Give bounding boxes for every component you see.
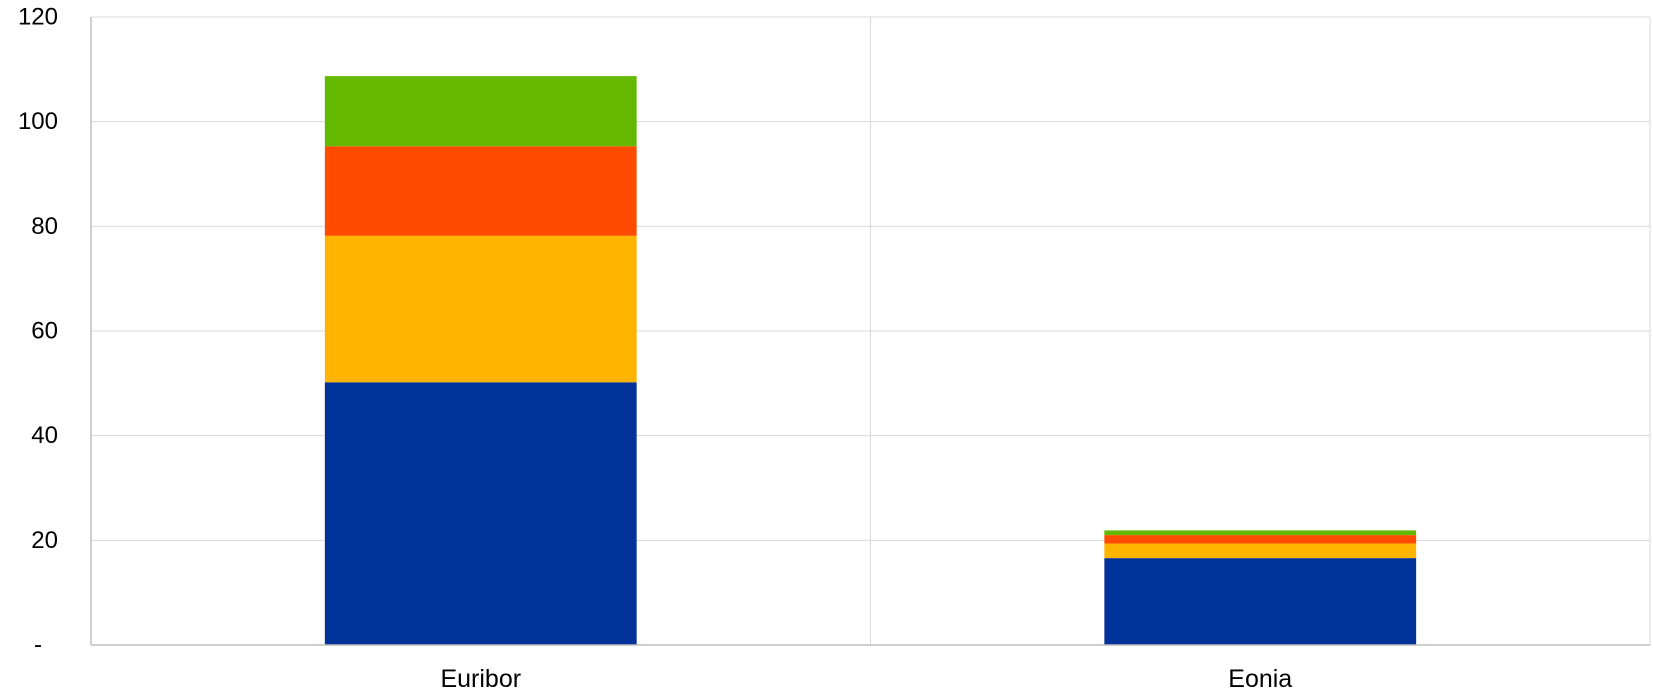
- bar-euribor-segment-2: [324, 235, 637, 383]
- bar-euribor-segment-3: [324, 146, 637, 236]
- y-tick-label-4: 80: [31, 213, 58, 240]
- y-tick-label-1: 20: [31, 527, 58, 554]
- x-tick-label-eonia: Eonia: [1228, 665, 1292, 693]
- bar-eonia-segment-4: [1104, 530, 1417, 536]
- x-tick-label-euribor: Euribor: [440, 665, 521, 693]
- bar-eonia-segment-3: [1104, 535, 1417, 544]
- axes: [90, 17, 1650, 646]
- bar-eonia-segment-2: [1104, 543, 1417, 559]
- x-axis-ticks: Euribor Eonia: [440, 665, 1292, 693]
- bar-euribor-segment-4: [324, 76, 637, 147]
- y-tick-label-6: 120: [18, 4, 58, 31]
- bar-eonia-segment-1: [1104, 558, 1417, 645]
- bar-euribor-segment-1: [324, 382, 637, 645]
- y-tick-label-0: -: [34, 632, 42, 659]
- bars: [324, 76, 1417, 645]
- y-tick-label-3: 60: [31, 318, 58, 345]
- y-tick-label-2: 40: [31, 422, 58, 449]
- y-tick-label-5: 100: [18, 108, 58, 135]
- y-axis-ticks: - 20 40 60 80 100 120: [18, 4, 58, 659]
